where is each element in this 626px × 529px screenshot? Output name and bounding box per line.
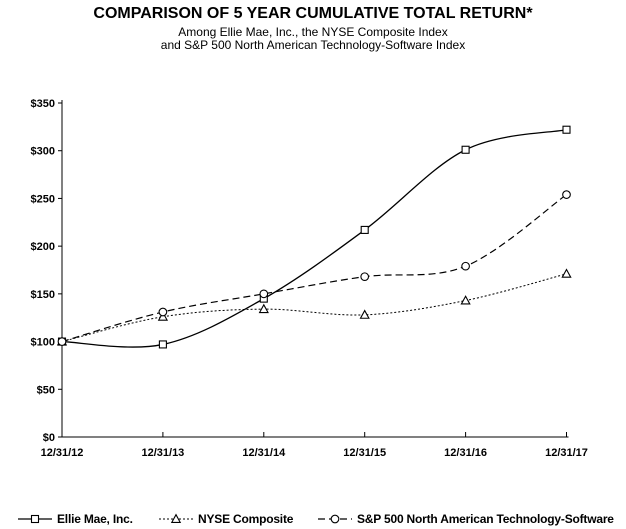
legend-label-ellie-mae: Ellie Mae, Inc. xyxy=(57,512,133,526)
y-tick-label: $350 xyxy=(31,98,55,110)
chart-subtitle-line2: and S&P 500 North American Technology-So… xyxy=(160,38,466,52)
legend-item-sp500-tech-software: S&P 500 North American Technology-Softwa… xyxy=(318,509,614,529)
x-tick-label: 12/31/17 xyxy=(545,447,588,459)
legend-sample-circle-dashed-line xyxy=(318,514,352,524)
data-point-triangle-nyse-composite xyxy=(460,295,471,305)
chart-subtitle-line1: Among Ellie Mae, Inc., the NYSE Composit… xyxy=(178,25,448,39)
x-tick-label: 12/31/12 xyxy=(41,447,84,459)
legend-sample-square-solid-line xyxy=(18,514,52,524)
y-tick-label: $0 xyxy=(43,432,55,444)
y-tick-label: $50 xyxy=(37,384,55,396)
legend-item-nyse-composite: NYSE Composite xyxy=(159,509,293,529)
x-tick-label: 12/31/16 xyxy=(444,447,487,459)
data-point-circle-s-p-500-north-american-technology-softwa xyxy=(158,307,168,317)
series-line-nyse-composite xyxy=(61,273,567,343)
legend-label-nyse-composite: NYSE Composite xyxy=(198,512,294,526)
data-point-triangle-nyse-composite xyxy=(561,268,572,278)
data-point-square-ellie-mae-inc xyxy=(461,145,470,154)
legend-label-sp500-tech-software: S&P 500 North American Technology-Softwa… xyxy=(357,512,614,526)
data-point-square-ellie-mae-inc xyxy=(562,125,571,134)
data-point-circle-s-p-500-north-american-technology-softwa xyxy=(57,337,67,346)
x-tick-label: 12/31/13 xyxy=(141,447,184,459)
y-tick-label: $300 xyxy=(31,146,55,158)
chart-title: COMPARISON OF 5 YEAR CUMULATIVE TOTAL RE… xyxy=(93,5,533,22)
data-point-circle-s-p-500-north-american-technology-softwa xyxy=(461,261,470,271)
data-point-triangle-nyse-composite xyxy=(359,309,370,319)
legend-marker-circle xyxy=(330,514,340,524)
legend-marker-triangle xyxy=(170,513,182,523)
y-tick-label: $250 xyxy=(31,193,55,205)
series-line-ellie-mae-inc xyxy=(61,129,567,348)
data-point-circle-s-p-500-north-american-technology-softwa xyxy=(259,289,269,299)
x-tick-label: 12/31/15 xyxy=(343,447,386,459)
series-line-s-p-500-north-american-technology-softwa xyxy=(61,194,567,343)
y-tick-label: $150 xyxy=(31,289,55,301)
y-tick-label: $100 xyxy=(31,337,55,349)
legend-item-ellie-mae: Ellie Mae, Inc. xyxy=(18,509,133,529)
data-point-square-ellie-mae-inc xyxy=(360,225,369,234)
legend-sample-triangle-dotted-line xyxy=(159,513,193,523)
legend-marker-square xyxy=(30,514,40,524)
data-point-circle-s-p-500-north-american-technology-softwa xyxy=(360,272,370,282)
data-point-triangle-nyse-composite xyxy=(258,303,269,314)
x-tick-label: 12/31/14 xyxy=(242,447,286,459)
data-point-circle-s-p-500-north-american-technology-softwa xyxy=(562,190,571,199)
y-tick-label: $200 xyxy=(31,241,55,253)
data-point-square-ellie-mae-inc xyxy=(158,340,167,349)
